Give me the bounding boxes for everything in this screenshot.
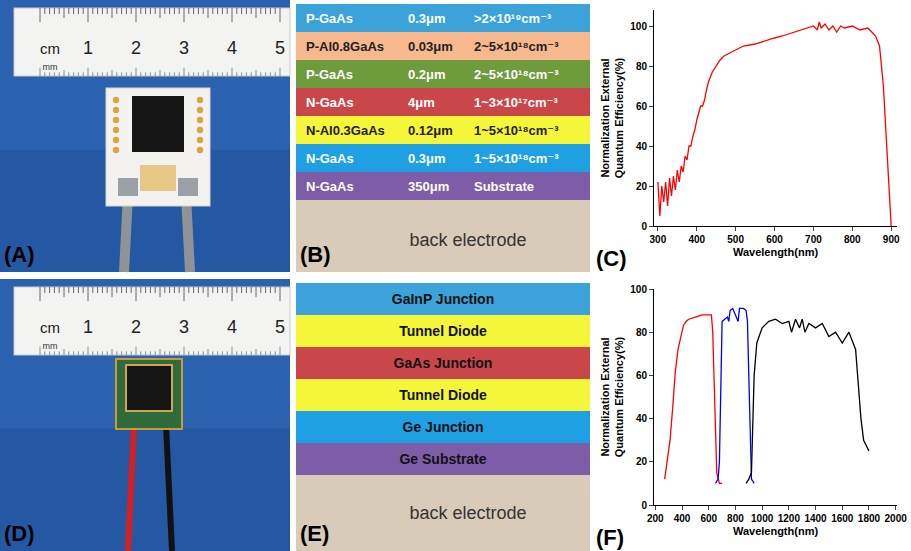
svg-text:500: 500 — [727, 234, 744, 245]
svg-text:Tunnel Diode: Tunnel Diode — [399, 323, 487, 339]
svg-text:40: 40 — [636, 141, 648, 152]
svg-text:400: 400 — [688, 234, 705, 245]
svg-text:>2×10¹⁹cm⁻³: >2×10¹⁹cm⁻³ — [474, 11, 552, 26]
svg-text:2000: 2000 — [885, 513, 908, 524]
svg-text:Normalization ExternalQuantum: Normalization ExternalQuantum Efficiency… — [599, 57, 625, 178]
svg-text:back electrode: back electrode — [409, 503, 526, 523]
svg-text:40: 40 — [636, 413, 648, 424]
svg-text:cm: cm — [40, 40, 60, 57]
svg-text:2~5×10¹⁸cm⁻³: 2~5×10¹⁸cm⁻³ — [474, 39, 559, 54]
svg-text:1000: 1000 — [751, 513, 774, 524]
svg-text:N-GaAs: N-GaAs — [306, 179, 354, 194]
svg-text:4: 4 — [227, 38, 237, 58]
svg-text:3: 3 — [179, 38, 189, 58]
svg-text:Substrate: Substrate — [474, 179, 534, 194]
svg-text:Wavelength(nm): Wavelength(nm) — [733, 525, 818, 537]
svg-text:60: 60 — [636, 101, 648, 112]
svg-text:1600: 1600 — [831, 513, 854, 524]
svg-text:N-GaAs: N-GaAs — [306, 151, 354, 166]
svg-text:1800: 1800 — [858, 513, 881, 524]
svg-text:4μm: 4μm — [408, 95, 435, 110]
svg-text:20: 20 — [636, 456, 648, 467]
svg-text:(B): (B) — [300, 242, 331, 267]
svg-text:GaInP Junction: GaInP Junction — [392, 291, 494, 307]
svg-text:cm: cm — [40, 319, 60, 336]
svg-text:Ge Junction: Ge Junction — [403, 419, 484, 435]
svg-text:1400: 1400 — [804, 513, 827, 524]
svg-text:P-GaAs: P-GaAs — [306, 67, 353, 82]
svg-text:N-Al0.3GaAs: N-Al0.3GaAs — [306, 123, 385, 138]
svg-text:2~5×10¹⁸cm⁻³: 2~5×10¹⁸cm⁻³ — [474, 67, 559, 82]
svg-text:400: 400 — [674, 513, 691, 524]
svg-text:Tunnel Diode: Tunnel Diode — [399, 387, 487, 403]
svg-text:P-Al0.8GaAs: P-Al0.8GaAs — [306, 39, 384, 54]
svg-text:600: 600 — [766, 234, 783, 245]
svg-text:800: 800 — [844, 234, 861, 245]
svg-text:0.03μm: 0.03μm — [408, 39, 453, 54]
svg-text:600: 600 — [700, 513, 717, 524]
svg-text:20: 20 — [636, 181, 648, 192]
svg-text:80: 80 — [636, 327, 648, 338]
svg-text:(A): (A) — [4, 242, 35, 267]
html-text:(C): (C) — [596, 246, 627, 271]
svg-text:2: 2 — [131, 317, 141, 337]
svg-text:100: 100 — [630, 21, 647, 32]
svg-text:0.3μm: 0.3μm — [408, 151, 446, 166]
svg-text:350μm: 350μm — [408, 179, 449, 194]
svg-text:(D): (D) — [4, 521, 35, 546]
svg-text:mm: mm — [43, 62, 58, 72]
svg-text:Normalization ExternalQuantum: Normalization ExternalQuantum Efficiency… — [599, 336, 625, 457]
svg-text:300: 300 — [650, 234, 667, 245]
svg-text:1~5×10¹⁸cm⁻³: 1~5×10¹⁸cm⁻³ — [474, 123, 559, 138]
svg-text:2: 2 — [131, 38, 141, 58]
svg-text:100: 100 — [630, 284, 647, 295]
svg-text:4: 4 — [227, 317, 237, 337]
svg-text:N-GaAs: N-GaAs — [306, 95, 354, 110]
svg-text:1~3×10¹⁷cm⁻³: 1~3×10¹⁷cm⁻³ — [474, 95, 558, 110]
svg-text:0.3μm: 0.3μm — [408, 11, 446, 26]
svg-text:0.12μm: 0.12μm — [408, 123, 453, 138]
svg-text:3: 3 — [179, 317, 189, 337]
html-text:(F): (F) — [596, 525, 625, 550]
svg-text:900: 900 — [883, 234, 900, 245]
svg-text:0: 0 — [641, 221, 647, 232]
svg-text:800: 800 — [727, 513, 744, 524]
svg-text:P-GaAs: P-GaAs — [306, 11, 353, 26]
svg-text:(E): (E) — [300, 521, 329, 546]
svg-text:1: 1 — [83, 38, 93, 58]
svg-text:60: 60 — [636, 370, 648, 381]
svg-text:700: 700 — [805, 234, 822, 245]
svg-text:1~5×10¹⁸cm⁻³: 1~5×10¹⁸cm⁻³ — [474, 151, 559, 166]
svg-text:back electrode: back electrode — [409, 230, 526, 250]
svg-text:GaAs Junction: GaAs Junction — [394, 355, 493, 371]
svg-text:Wavelength(nm): Wavelength(nm) — [733, 246, 818, 258]
svg-text:1200: 1200 — [778, 513, 801, 524]
svg-text:0.2μm: 0.2μm — [408, 67, 446, 82]
svg-text:mm: mm — [43, 341, 58, 351]
svg-text:Ge Substrate: Ge Substrate — [399, 451, 486, 467]
svg-text:80: 80 — [636, 61, 648, 72]
svg-text:200: 200 — [647, 513, 664, 524]
svg-text:5: 5 — [275, 38, 285, 58]
svg-text:5: 5 — [275, 317, 285, 337]
svg-text:0: 0 — [641, 500, 647, 511]
svg-text:1: 1 — [83, 317, 93, 337]
